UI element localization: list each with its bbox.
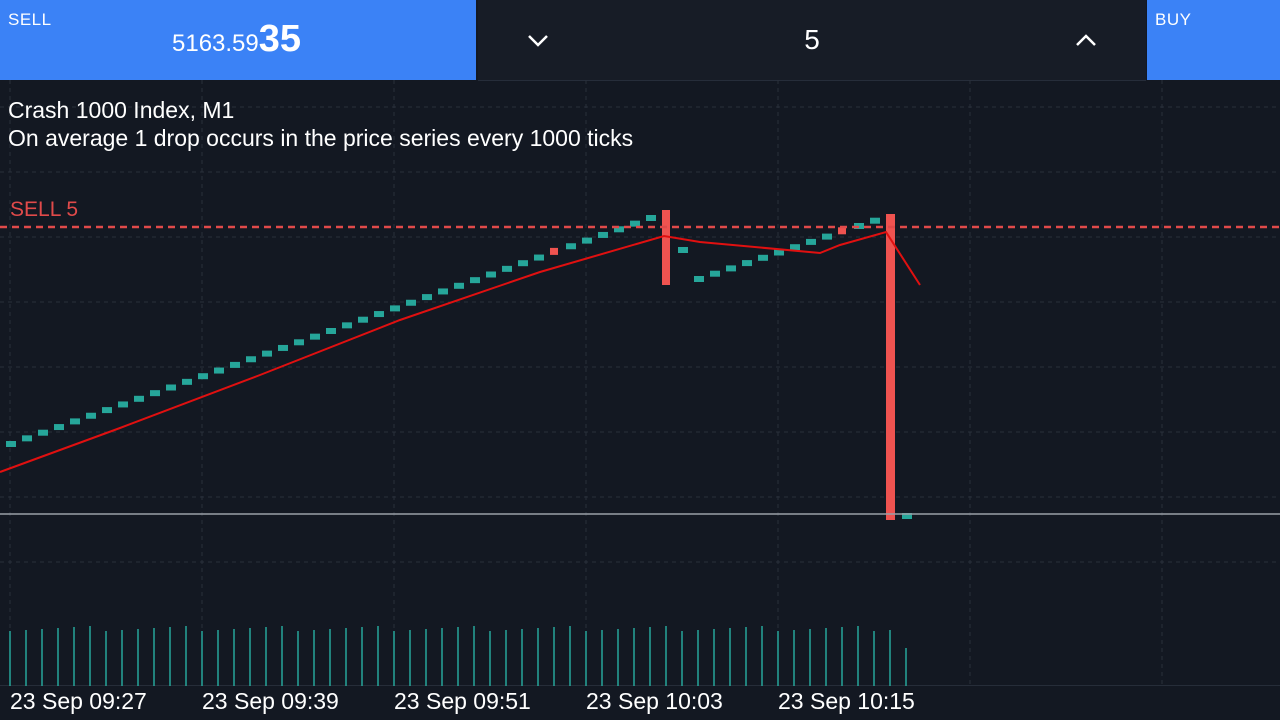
candle-bull [566, 243, 576, 250]
candle-bull [454, 282, 464, 289]
candle-bull [182, 378, 192, 385]
candle-bull [70, 418, 80, 425]
candle-bull [422, 294, 432, 301]
candle-bull [86, 412, 96, 419]
candle-bull [694, 276, 704, 282]
candle-bull [262, 350, 272, 357]
buy-button[interactable]: BUY [1147, 0, 1280, 80]
candle-bull [518, 260, 528, 267]
candle-bull [22, 435, 32, 442]
candle-bull [774, 249, 784, 256]
buy-label: BUY [1155, 10, 1192, 29]
time-tick-label: 23 Sep 09:39 [202, 688, 339, 714]
chevron-down-icon[interactable] [526, 22, 550, 58]
time-tick-label: 23 Sep 10:03 [586, 688, 723, 714]
time-axis: 23 Sep 09:27 23 Sep 09:39 23 Sep 09:51 23 S… [0, 686, 1280, 720]
candle-bull [198, 373, 208, 380]
sell-price-main: 5163.59 [172, 30, 259, 57]
candle-bull [758, 254, 768, 261]
candle-bull [358, 316, 368, 323]
candle-bull [582, 237, 592, 244]
candle-bull [166, 384, 176, 391]
candle-bull [806, 238, 816, 245]
candle-bull [726, 265, 736, 272]
sell-price-big: 35 [258, 18, 302, 60]
candle-bull [294, 339, 304, 346]
candle-bull [150, 390, 160, 397]
sell-button[interactable]: SELL 5163.5935 [0, 0, 476, 80]
symbol-info: Crash 1000 Index, M1 On average 1 drop o… [8, 96, 633, 152]
candle-bull [118, 401, 128, 408]
candle-bull [470, 277, 480, 284]
candle-bull [614, 226, 624, 233]
candle-bull [598, 231, 608, 238]
candle-bull [310, 333, 320, 340]
chevron-up-icon[interactable] [1074, 22, 1098, 58]
candle-bull [134, 395, 144, 402]
candle-bull [38, 429, 48, 436]
candle-bull [102, 407, 112, 414]
candle-bear [550, 247, 558, 255]
lot-size-control: 5 [478, 0, 1146, 81]
time-tick-label: 23 Sep 10:15 [778, 688, 915, 714]
moving-average-line [0, 230, 921, 473]
candle-bull [870, 217, 880, 224]
candle-bull [438, 288, 448, 295]
candle-bull [534, 254, 544, 261]
lot-size-value[interactable]: 5 [804, 24, 820, 55]
candle-bull [214, 367, 224, 374]
candle-bull [742, 260, 752, 267]
sell-position-label: SELL 5 [10, 198, 79, 221]
candle-bull [326, 328, 336, 334]
time-tick-label: 23 Sep 09:51 [394, 688, 531, 714]
candle-bull [246, 356, 256, 363]
trade-toolbar: SELL 5163.5935 5 BUY [0, 0, 1280, 81]
candle-bull [630, 220, 640, 227]
candle-bull [678, 247, 688, 253]
candle-bull [502, 265, 512, 272]
price-chart[interactable] [0, 80, 1280, 686]
symbol-name: Crash 1000 Index, M1 [8, 97, 235, 123]
candle-bull [486, 271, 496, 278]
candle-bull [390, 305, 400, 312]
candle-bull [406, 299, 416, 306]
candle-bull [54, 424, 64, 431]
candle-bull [790, 244, 800, 251]
candle-bull [6, 441, 16, 447]
sell-label: SELL [8, 10, 52, 29]
candle-bull [230, 361, 240, 368]
candle-bear [838, 227, 846, 235]
candle-bull [278, 344, 288, 351]
time-tick-label: 23 Sep 09:27 [10, 688, 147, 714]
candle-bull [374, 311, 384, 318]
candle-bull [710, 270, 720, 277]
candle-bull [902, 513, 912, 519]
sell-price: 5163.5935 [172, 18, 301, 61]
candle-bull [822, 233, 832, 240]
candle-bull [646, 215, 656, 221]
candle-bull [342, 322, 352, 329]
candle-bear [886, 214, 895, 520]
symbol-description: On average 1 drop occurs in the price se… [8, 125, 634, 151]
candle-bear [662, 210, 670, 285]
